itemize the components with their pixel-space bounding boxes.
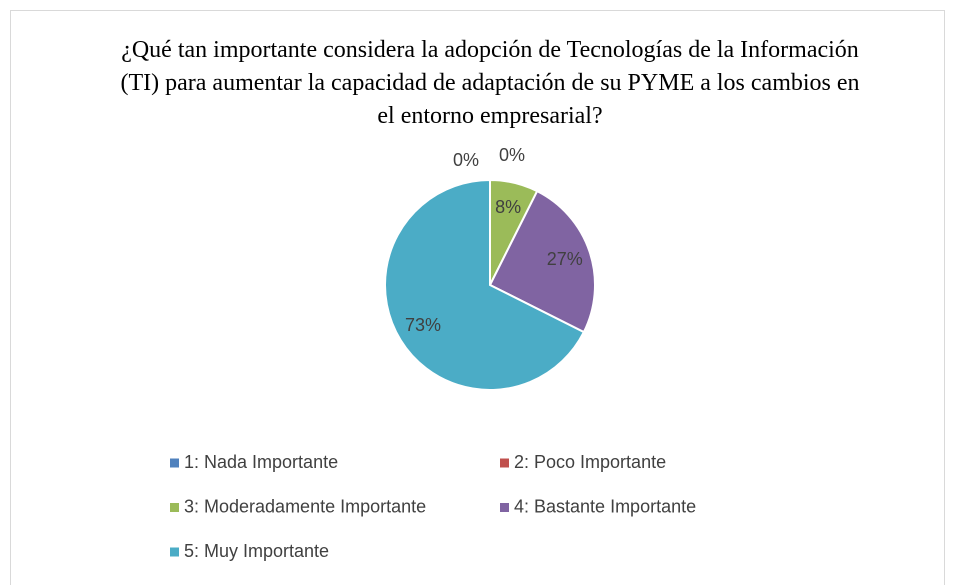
legend-swatch [500,503,509,512]
data-label: 73% [405,315,441,335]
chart-frame [10,10,945,585]
pie-slice [384,178,586,391]
legend-label: 4: Bastante Importante [514,496,696,516]
legend-swatch [170,547,179,557]
chart-title: ¿Qué tan importante considera la adopció… [120,37,860,129]
legend-label: 5: Muy Importante [184,541,329,561]
data-label: 27% [547,249,583,269]
legend-swatch [170,503,179,512]
legend-swatch [170,458,179,468]
legend-swatch [500,458,509,468]
legend-label: 3: Moderadamente Importante [184,496,426,516]
legend-label: 1: Nada Importante [184,452,338,472]
legend-label: 2: Poco Importante [514,452,666,472]
pie-slice [488,189,596,334]
data-label: 0% [453,150,479,170]
data-label: 0% [499,145,525,165]
data-label: 8% [495,197,521,217]
